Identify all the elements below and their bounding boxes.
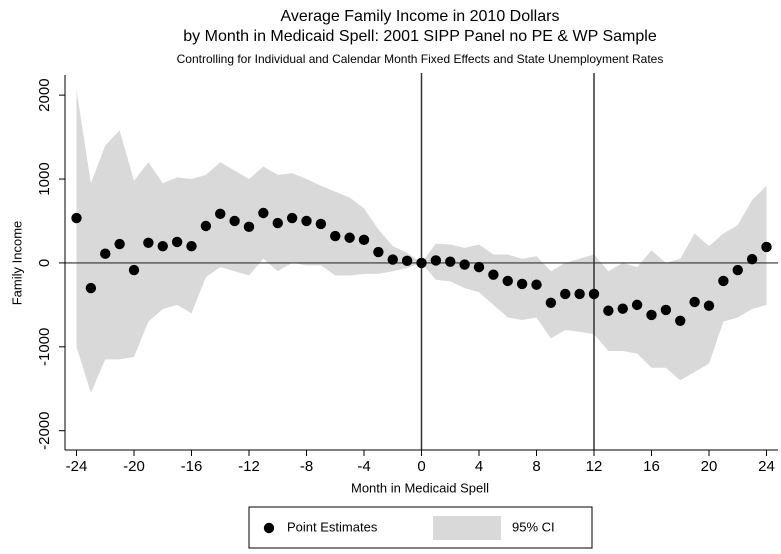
x-axis-title: Month in Medicaid Spell [351, 480, 489, 495]
chart-subtitle: Controlling for Individual and Calendar … [177, 52, 664, 66]
point [502, 275, 513, 287]
point [445, 256, 456, 267]
point [459, 259, 470, 270]
x-tick-label: -12 [238, 458, 260, 475]
x-tick-label: 8 [532, 458, 540, 475]
point [574, 288, 585, 300]
point [272, 217, 283, 229]
y-tick-label: -1000 [36, 328, 53, 366]
point [603, 305, 614, 316]
y-tick-label: -2000 [36, 412, 53, 450]
point [330, 230, 341, 242]
point [631, 299, 643, 311]
legend-swatch [433, 516, 501, 540]
point [588, 288, 600, 300]
x-tick-label: 24 [758, 458, 775, 475]
point [157, 240, 168, 252]
point [315, 218, 327, 230]
point [387, 254, 398, 265]
y-tick-label: 2000 [36, 78, 53, 111]
point [215, 208, 226, 220]
point [488, 269, 499, 280]
point [301, 215, 312, 227]
y-axis-title: Family Income [9, 221, 24, 306]
x-tick-label: -20 [123, 458, 145, 475]
point [560, 288, 571, 300]
chart-title: Average Family Income in 2010 Dollars [281, 8, 560, 25]
point [761, 241, 772, 253]
point [229, 215, 240, 227]
point [689, 296, 700, 308]
point [401, 255, 413, 267]
point [258, 207, 269, 219]
point [243, 221, 255, 233]
point [358, 234, 370, 246]
point [114, 238, 125, 250]
point [200, 220, 212, 232]
point [531, 279, 542, 290]
legend-box [248, 506, 593, 549]
point [473, 261, 485, 273]
x-tick-label: 16 [643, 458, 660, 475]
point [71, 212, 82, 224]
x-tick-label: 0 [417, 458, 425, 475]
point [286, 212, 298, 224]
point [732, 264, 743, 276]
x-tick-label: 12 [586, 458, 603, 475]
x-tick-label: -24 [66, 458, 88, 475]
point [675, 315, 686, 327]
point [660, 304, 672, 316]
x-tick-label: -8 [300, 458, 313, 475]
x-tick-label: 20 [701, 458, 718, 475]
point [416, 257, 427, 269]
x-tick-label: 4 [475, 458, 483, 475]
point [430, 255, 442, 266]
point [718, 275, 729, 287]
point [100, 248, 111, 259]
point [373, 246, 384, 258]
legend-marker [263, 522, 275, 534]
point [545, 297, 557, 308]
point [617, 303, 628, 314]
point [646, 309, 657, 321]
legend-label: Point Estimates [287, 519, 378, 534]
point [746, 253, 758, 265]
legend-label: 95% CI [512, 519, 555, 534]
point [516, 278, 528, 290]
x-tick-label: -4 [357, 458, 370, 475]
x-tick-label: -16 [181, 458, 203, 475]
point [85, 282, 97, 294]
y-tick-label: 0 [36, 259, 53, 267]
point [186, 240, 197, 252]
point [128, 264, 140, 276]
point [703, 300, 715, 311]
chart-title-line2: by Month in Medicaid Spell: 2001 SIPP Pa… [183, 28, 657, 45]
y-tick-label: 1000 [36, 162, 53, 195]
point [344, 232, 355, 243]
point [171, 236, 183, 248]
point [143, 237, 154, 248]
